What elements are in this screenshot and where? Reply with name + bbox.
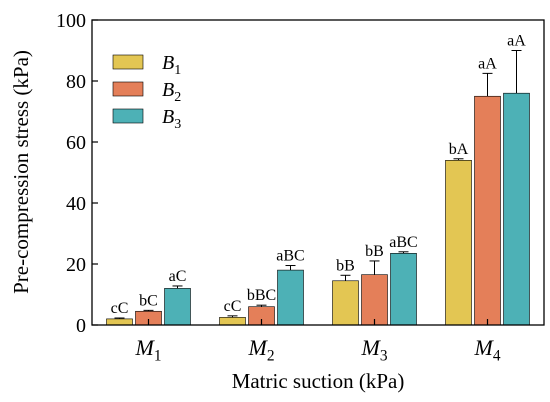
- significance-label: bBC: [247, 287, 276, 304]
- x-tick-label: M1: [134, 335, 161, 365]
- bar: [503, 92, 530, 326]
- significance-label: bC: [139, 292, 158, 309]
- x-tick-label-sub: 3: [380, 348, 388, 365]
- x-tick-label: M3: [360, 335, 387, 365]
- y-axis: 0 20 40 60 80 100: [56, 10, 98, 337]
- significance-label: aBC: [276, 248, 304, 265]
- legend-label: B3: [162, 106, 181, 132]
- legend-label-base: B: [162, 79, 174, 101]
- y-tick-label: 40: [66, 193, 86, 215]
- x-tick-label-base: M: [134, 335, 155, 360]
- significance-label: aC: [169, 268, 187, 285]
- x-tick-label-base: M: [247, 335, 268, 360]
- x-tick-label: M4: [473, 335, 500, 365]
- significance-label: aA: [507, 33, 526, 50]
- bar: [332, 280, 359, 326]
- x-axis-label: Matric suction (kPa): [232, 369, 405, 393]
- bars-layer: [106, 92, 530, 326]
- x-tick-label-sub: 4: [493, 348, 501, 365]
- y-tick-label: 0: [76, 315, 86, 337]
- legend-label-sub: 1: [174, 63, 181, 78]
- x-tick-label-sub: 2: [267, 348, 275, 365]
- legend-label-base: B: [162, 106, 174, 128]
- bar: [361, 274, 388, 326]
- bar: [219, 317, 246, 326]
- x-axis: M1 M2 M3 M4: [134, 319, 501, 365]
- legend-swatch: [112, 108, 144, 124]
- significance-label: bA: [449, 141, 469, 158]
- bar: [390, 253, 417, 326]
- significance-label: cC: [224, 298, 242, 315]
- error-bars-layer: [114, 50, 522, 319]
- significance-labels-layer: cC cC bB bA bC bBC bB aA aC aBC aBC aA: [111, 33, 527, 317]
- legend-label: B1: [162, 52, 181, 78]
- significance-label: bB: [365, 243, 384, 260]
- x-tick-label-sub: 1: [154, 348, 162, 365]
- legend-label-sub: 2: [174, 90, 181, 105]
- significance-label: aBC: [389, 234, 417, 251]
- legend-label-base: B: [162, 52, 174, 74]
- bar: [277, 269, 304, 326]
- legend-swatch: [112, 81, 144, 97]
- legend-label: B2: [162, 79, 181, 105]
- significance-label: bB: [336, 257, 355, 274]
- legend-label-sub: 3: [174, 117, 181, 132]
- bar: [106, 318, 133, 326]
- y-axis-label: Pre-compression stress (kPa): [9, 50, 33, 294]
- y-tick-label: 80: [66, 71, 86, 93]
- x-tick-label: M2: [247, 335, 274, 365]
- bar: [164, 288, 191, 326]
- y-tick-label: 60: [66, 132, 86, 154]
- bar: [474, 95, 501, 326]
- significance-label: cC: [111, 300, 129, 317]
- x-tick-label-base: M: [360, 335, 381, 360]
- significance-label: aA: [478, 55, 497, 72]
- bar: [445, 160, 472, 326]
- y-tick-label: 20: [66, 254, 86, 276]
- legend-swatch: [112, 54, 144, 70]
- x-tick-label-base: M: [473, 335, 494, 360]
- plot-frame: [91, 19, 545, 326]
- y-tick-label: 100: [56, 10, 86, 32]
